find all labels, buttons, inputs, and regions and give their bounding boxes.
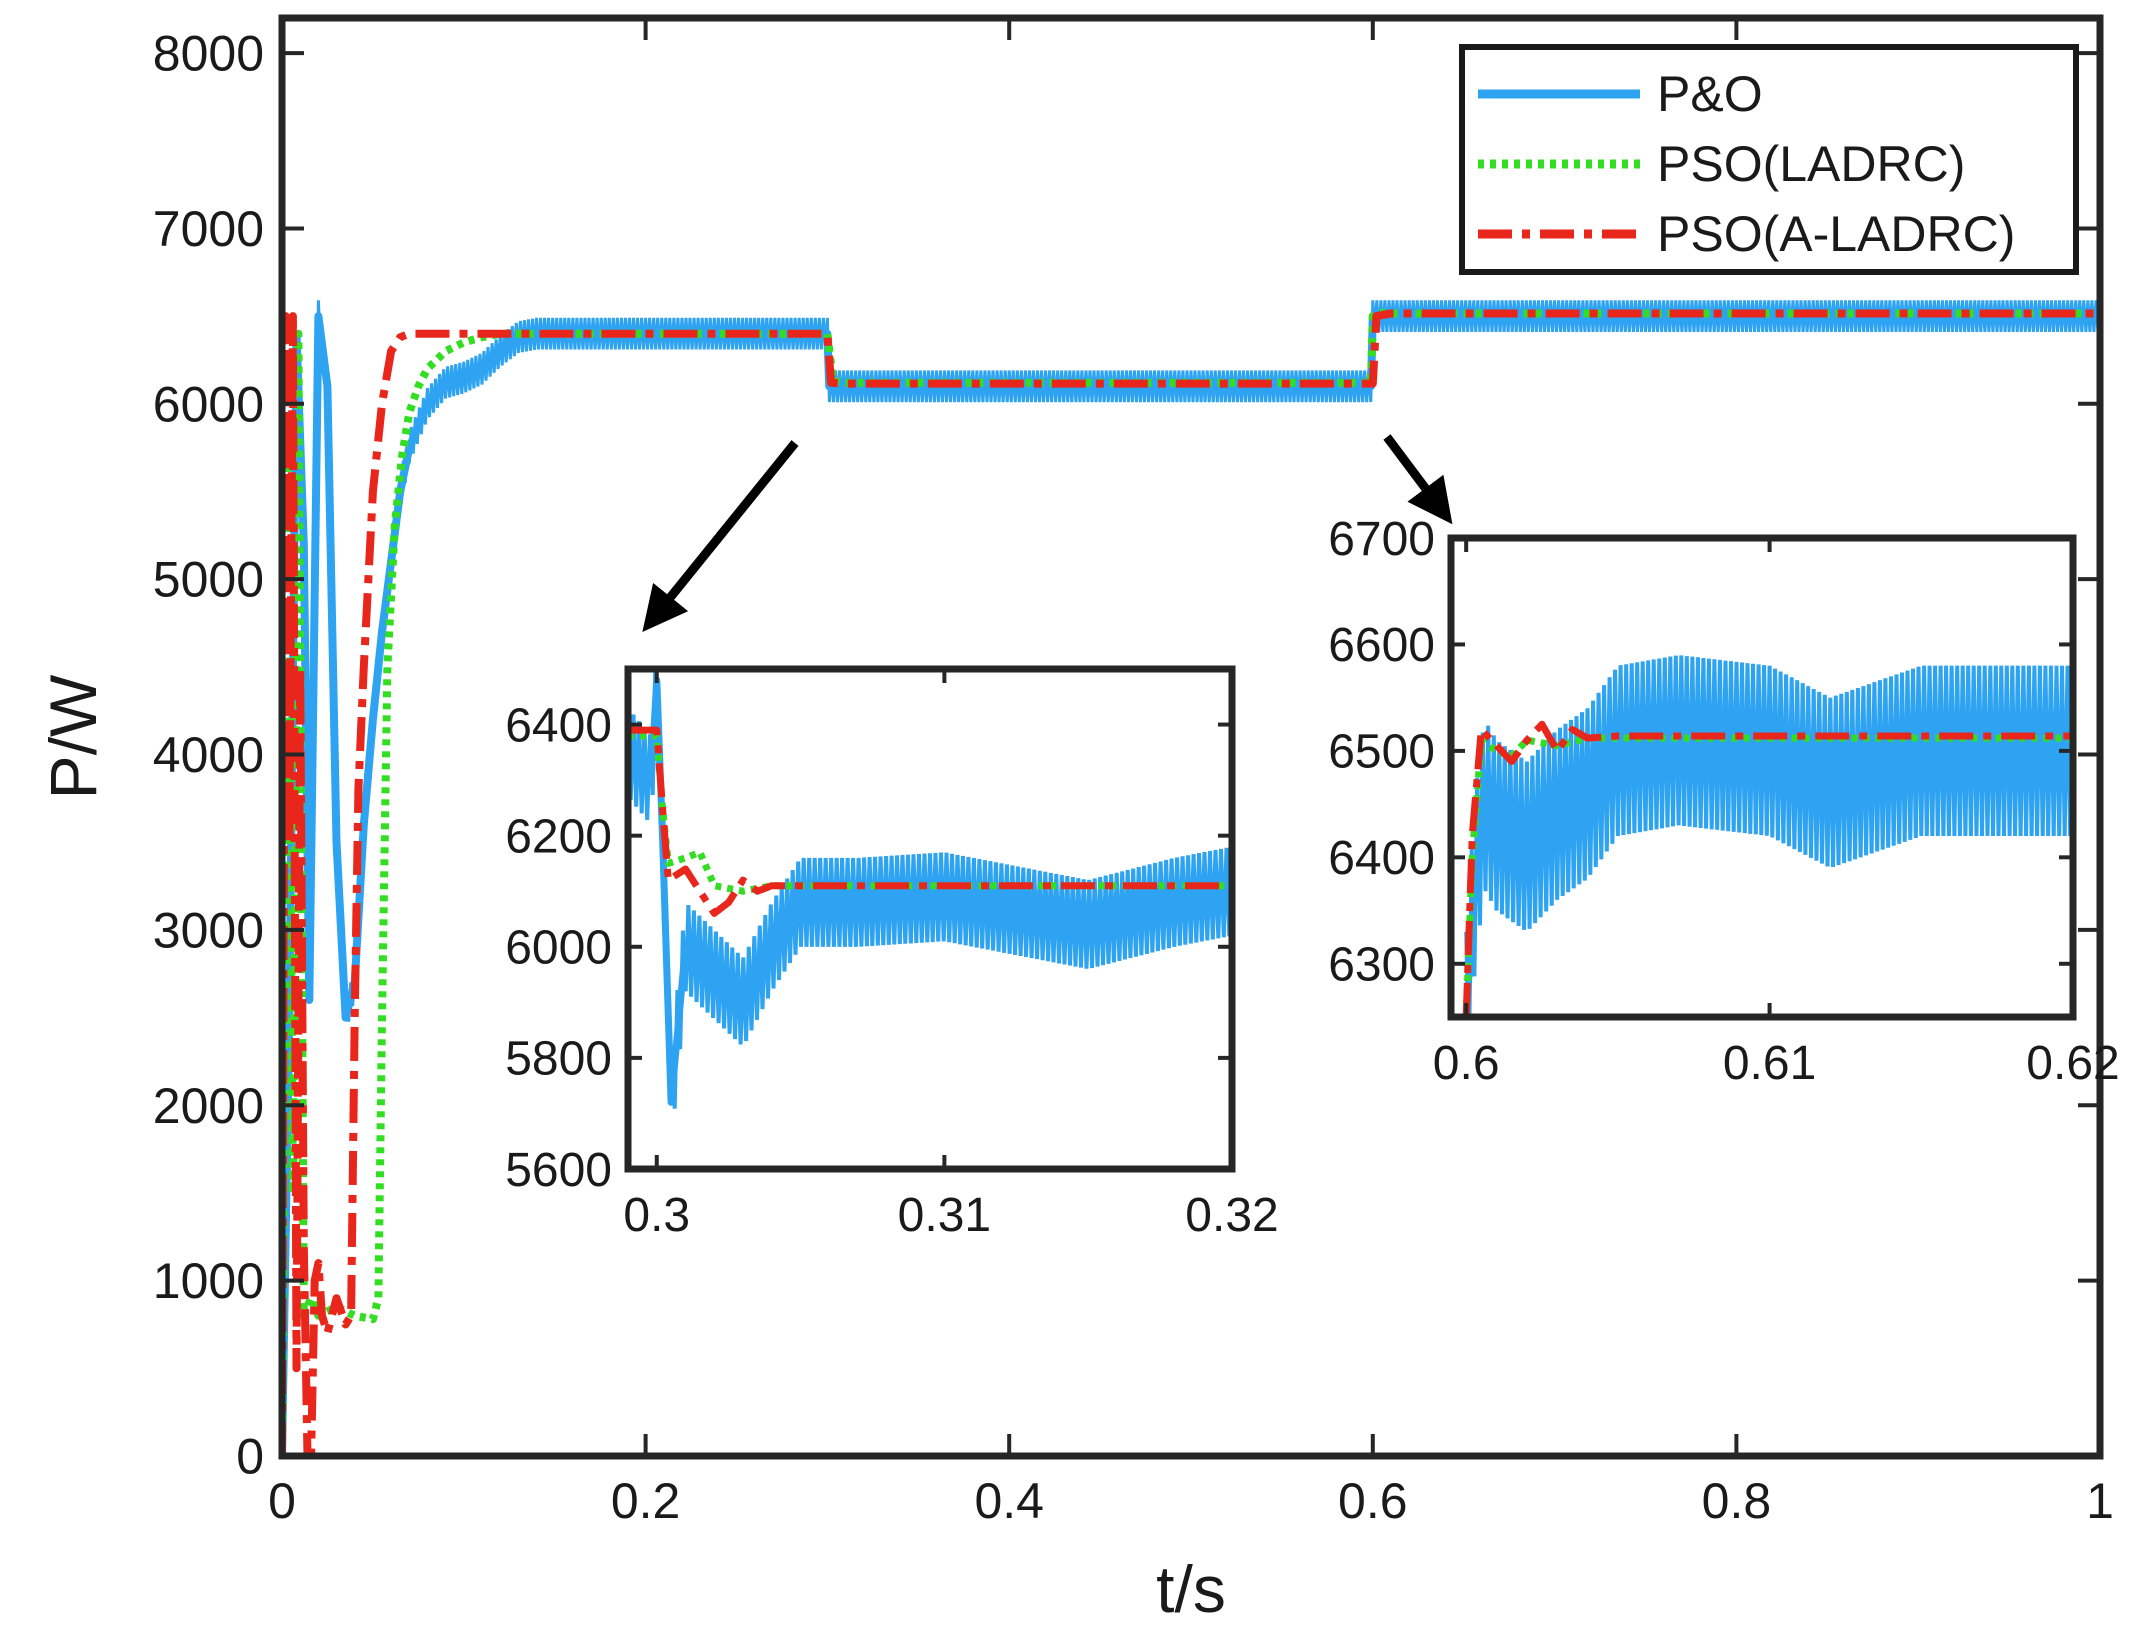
series-pso-ladrc-line: [282, 308, 2100, 1456]
y-tick-label: 5000: [153, 552, 264, 608]
inset-plot-1: 0.3 0.31 0.32 5600 5800 6000 6200 6400: [505, 665, 1279, 1242]
series-group: [628, 669, 1232, 1109]
y-tick-label: 6400: [505, 699, 612, 752]
y-tick-label: 6600: [1328, 619, 1435, 672]
x-axis-label: t/s: [1156, 1552, 1226, 1626]
series-group: [282, 300, 2100, 1456]
axes-frame: [624, 665, 1236, 1173]
y-tick-label: 5800: [505, 1033, 612, 1086]
inset-plot-2: 0.6 0.61 0.62 6300 6400 6500 6600 6700: [1328, 513, 2119, 1090]
zoom-arrow-left: [642, 440, 799, 633]
y-tick-label: 6500: [1328, 726, 1435, 779]
axes-frame: [1447, 534, 2077, 1021]
series-pso-a-ladrc-line: [628, 726, 1232, 917]
x-tick-label: 0.8: [1702, 1473, 1772, 1529]
zoom-arrows: [642, 434, 1453, 633]
x-tick-label: 0.3: [623, 1189, 690, 1242]
x-tick-label: 0.2: [611, 1473, 681, 1529]
series-p-o-ripple: [1464, 655, 2073, 1017]
x-tick-label: 0.6: [1433, 1037, 1500, 1090]
x-tick-label: 0: [268, 1473, 296, 1529]
series-group: [1462, 655, 2073, 1017]
y-tick-label: 3000: [153, 902, 264, 958]
y-tick-label: 8000: [153, 26, 264, 82]
x-tick-label: 0.4: [974, 1473, 1044, 1529]
y-tick-label: 0: [236, 1429, 264, 1485]
legend-label-p-o: P&O: [1657, 66, 1763, 122]
y-tick-label: 6300: [1328, 939, 1435, 992]
series-pso-a-ladrc-line: [282, 309, 2100, 1456]
x-tick-label: 0.6: [1338, 1473, 1408, 1529]
y-tick-label: 6700: [1328, 513, 1435, 566]
y-tick-label: 1000: [153, 1253, 264, 1309]
x-tick-label: 1: [2086, 1473, 2114, 1529]
legend-label-pso-ladrc: PSO(LADRC): [1657, 136, 1965, 192]
x-tick-label: 0.61: [1723, 1037, 1816, 1090]
y-tick-label: 4000: [153, 727, 264, 783]
series-p-o-line: [282, 312, 2100, 1456]
series-pso-ladrc-line: [1462, 734, 2073, 1017]
y-tick-label: 6400: [1328, 832, 1435, 885]
x-tick-label: 0.31: [898, 1189, 991, 1242]
x-tick-label: 0.32: [1185, 1189, 1278, 1242]
series-p-o-ripple: [628, 669, 1232, 1109]
zoom-arrow-right: [1383, 434, 1453, 525]
y-tick-label: 5600: [505, 1144, 612, 1197]
y-tick-label: 6200: [505, 810, 612, 863]
y-axis-label: P/W: [36, 674, 110, 799]
series-p-o-ripple: [282, 300, 2100, 1441]
series-pso-a-ladrc-line: [1462, 720, 2073, 1017]
y-tick-label: 2000: [153, 1078, 264, 1134]
axes-frame: [278, 14, 2104, 1460]
legend: P&O PSO(LADRC) PSO(A-LADRC): [1459, 44, 2079, 275]
y-tick-label: 6000: [153, 376, 264, 432]
y-tick-label: 6000: [505, 922, 612, 975]
series-p-o-line: [1462, 736, 2073, 1017]
x-tick-label: 0.62: [2026, 1037, 2119, 1090]
legend-label-pso-a-ladrc: PSO(A-LADRC): [1657, 206, 2015, 262]
y-tick-label: 7000: [153, 201, 264, 257]
